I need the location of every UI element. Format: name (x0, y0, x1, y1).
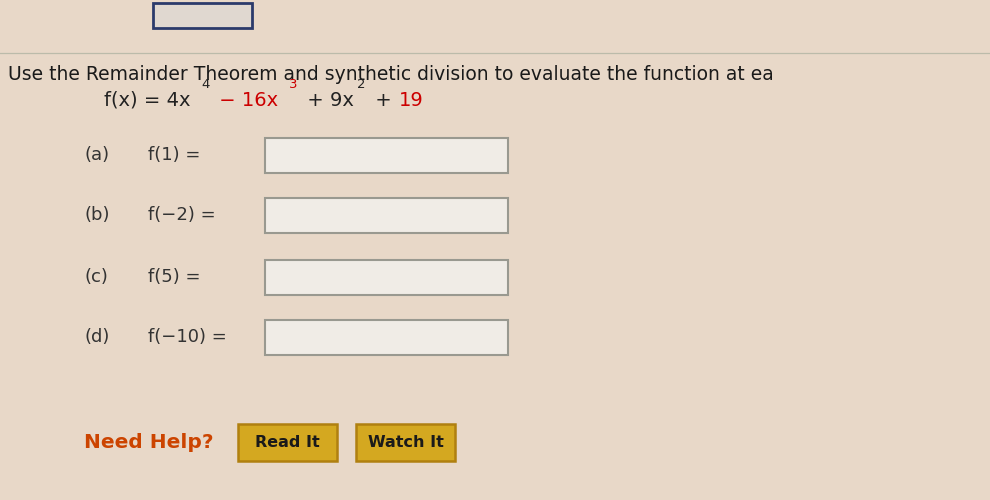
Text: f(5) =: f(5) = (148, 268, 201, 286)
Text: (b): (b) (84, 206, 110, 224)
FancyBboxPatch shape (238, 424, 337, 461)
FancyBboxPatch shape (356, 424, 455, 461)
FancyBboxPatch shape (265, 320, 508, 355)
Text: (a): (a) (84, 146, 109, 164)
Text: (d): (d) (84, 328, 110, 346)
Text: f(−2) =: f(−2) = (148, 206, 216, 224)
Text: Use the Remainder Theorem and synthetic division to evaluate the function at ea: Use the Remainder Theorem and synthetic … (8, 65, 773, 84)
Text: Need Help?: Need Help? (84, 433, 214, 452)
Text: 3: 3 (289, 78, 298, 92)
Text: 4: 4 (201, 78, 209, 92)
FancyBboxPatch shape (265, 138, 508, 172)
Text: Watch It: Watch It (368, 435, 444, 450)
Text: f(x) = 4x: f(x) = 4x (104, 90, 190, 110)
FancyBboxPatch shape (265, 260, 508, 295)
FancyBboxPatch shape (153, 2, 252, 28)
Text: 2: 2 (357, 78, 366, 92)
Text: +: + (369, 90, 398, 110)
Text: f(1) =: f(1) = (148, 146, 201, 164)
Text: Read It: Read It (254, 435, 320, 450)
FancyBboxPatch shape (265, 198, 508, 232)
Text: − 16x: − 16x (213, 90, 278, 110)
Text: f(−10) =: f(−10) = (148, 328, 228, 346)
Text: (c): (c) (84, 268, 108, 286)
Text: + 9x: + 9x (301, 90, 353, 110)
Text: 19: 19 (399, 90, 424, 110)
